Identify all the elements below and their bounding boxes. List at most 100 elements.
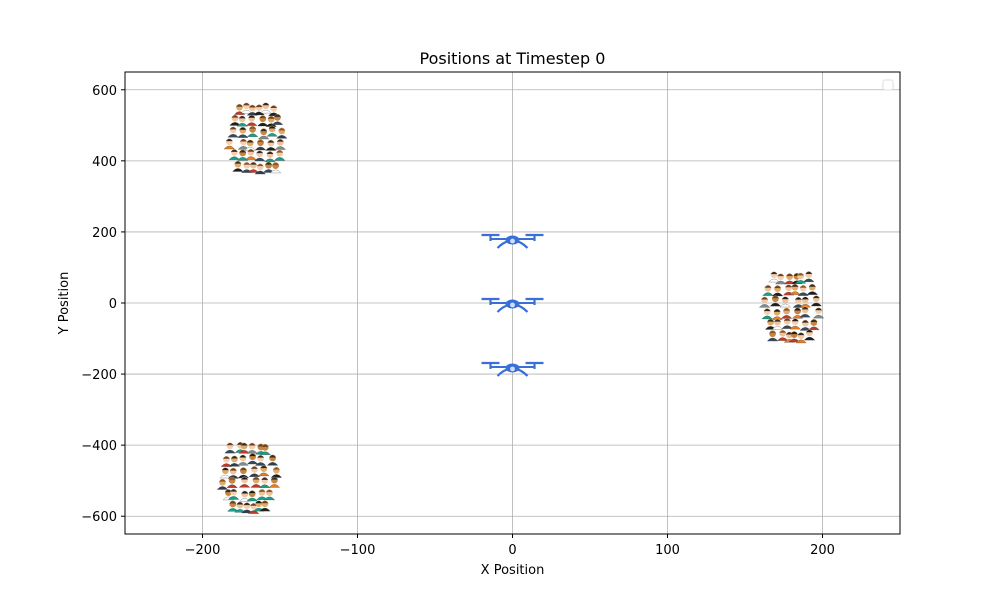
x-tick-label: 200: [810, 543, 835, 558]
person-icon: [771, 308, 783, 320]
y-axis-label: Y Position: [57, 272, 72, 336]
person-icon: [238, 442, 250, 454]
x-tick-label: −100: [340, 543, 376, 558]
person-icon: [259, 477, 271, 488]
person-icon: [781, 317, 793, 329]
person-icon: [259, 500, 271, 512]
chart-title: Positions at Timestep 0: [420, 49, 606, 68]
person-icon: [799, 296, 811, 308]
person-icon: [246, 490, 258, 502]
person-icon: [236, 115, 248, 127]
person-icon: [268, 476, 280, 488]
y-tick-label: −200: [81, 368, 117, 383]
person-icon: [795, 272, 807, 284]
person-icon: [238, 476, 251, 488]
person-icon: [255, 454, 267, 466]
person-icon: [257, 115, 269, 127]
marks: [216, 102, 825, 514]
person-icon: [256, 489, 268, 500]
person-icon: [795, 332, 807, 344]
crowd-icon: [216, 441, 282, 514]
y-tick-label: 0: [109, 297, 117, 312]
y-tick-label: 400: [92, 155, 117, 170]
person-icon: [799, 319, 811, 331]
person-icon: [250, 476, 262, 488]
person-icon: [254, 163, 266, 175]
x-tick-label: −200: [185, 543, 221, 558]
person-icon: [263, 489, 275, 501]
person-icon: [216, 478, 229, 490]
person-icon: [799, 306, 811, 318]
person-icon: [254, 150, 266, 162]
person-icon: [759, 296, 771, 308]
crowd-icon: [759, 271, 825, 344]
person-icon: [267, 454, 279, 466]
person-icon: [240, 102, 252, 114]
person-icon: [233, 103, 246, 115]
y-tick-label: 600: [92, 84, 117, 99]
person-icon: [265, 139, 277, 151]
person-icon: [806, 283, 818, 295]
person-icon: [228, 455, 240, 467]
person-icon: [270, 466, 282, 478]
person-icon: [797, 284, 809, 296]
person-icon: [248, 466, 260, 477]
person-icon: [254, 139, 267, 151]
person-icon: [777, 329, 789, 341]
y-tick-label: −400: [81, 439, 117, 454]
person-icon: [232, 160, 244, 172]
person-icon: [224, 442, 236, 454]
person-icon: [274, 138, 286, 150]
person-icon: [241, 502, 253, 514]
person-icon: [266, 125, 278, 137]
person-icon: [258, 128, 270, 140]
person-icon: [237, 149, 249, 161]
person-icon: [237, 467, 249, 479]
person-icon: [762, 284, 774, 296]
person-icon: [226, 477, 238, 488]
person-icon: [245, 148, 257, 160]
person-icon: [769, 295, 781, 307]
person-icon: [227, 126, 239, 138]
person-icon: [237, 138, 249, 150]
person-icon: [259, 444, 271, 455]
person-icon: [253, 500, 265, 512]
drone-icon: [481, 233, 544, 249]
person-icon: [767, 330, 779, 342]
person-icon: [274, 149, 286, 161]
y-tick-label: −600: [81, 510, 117, 525]
person-icon: [775, 273, 787, 285]
person-icon: [223, 138, 235, 150]
person-icon: [270, 162, 282, 174]
person-icon: [247, 126, 259, 137]
person-icon: [788, 331, 800, 343]
person-icon: [779, 296, 791, 308]
x-tick-label: 100: [655, 543, 680, 558]
person-icon: [258, 465, 270, 477]
crowd-icon: [223, 102, 288, 175]
person-icon: [810, 295, 822, 307]
person-icon: [808, 319, 820, 330]
person-icon: [789, 283, 801, 295]
person-icon: [768, 271, 780, 283]
person-icon: [792, 307, 804, 319]
person-icon: [276, 127, 288, 139]
person-icon: [803, 329, 816, 341]
person-icon: [229, 114, 241, 126]
drone-icon: [481, 361, 544, 377]
person-icon: [247, 161, 259, 173]
person-icon: [241, 161, 253, 173]
person-icon: [247, 453, 259, 465]
person-icon: [260, 102, 272, 114]
person-icon: [227, 500, 239, 512]
person-icon: [228, 149, 240, 160]
ticks: −200 −100 0 100 200 −600 −400 −200 0 200 400 600: [81, 84, 835, 558]
person-icon: [271, 114, 284, 125]
person-icon: [783, 284, 795, 296]
person-icon: [813, 307, 825, 319]
person-icon: [789, 318, 801, 330]
x-axis-label: X Position: [481, 563, 545, 578]
person-icon: [264, 151, 276, 162]
y-tick-label: 200: [92, 226, 117, 241]
